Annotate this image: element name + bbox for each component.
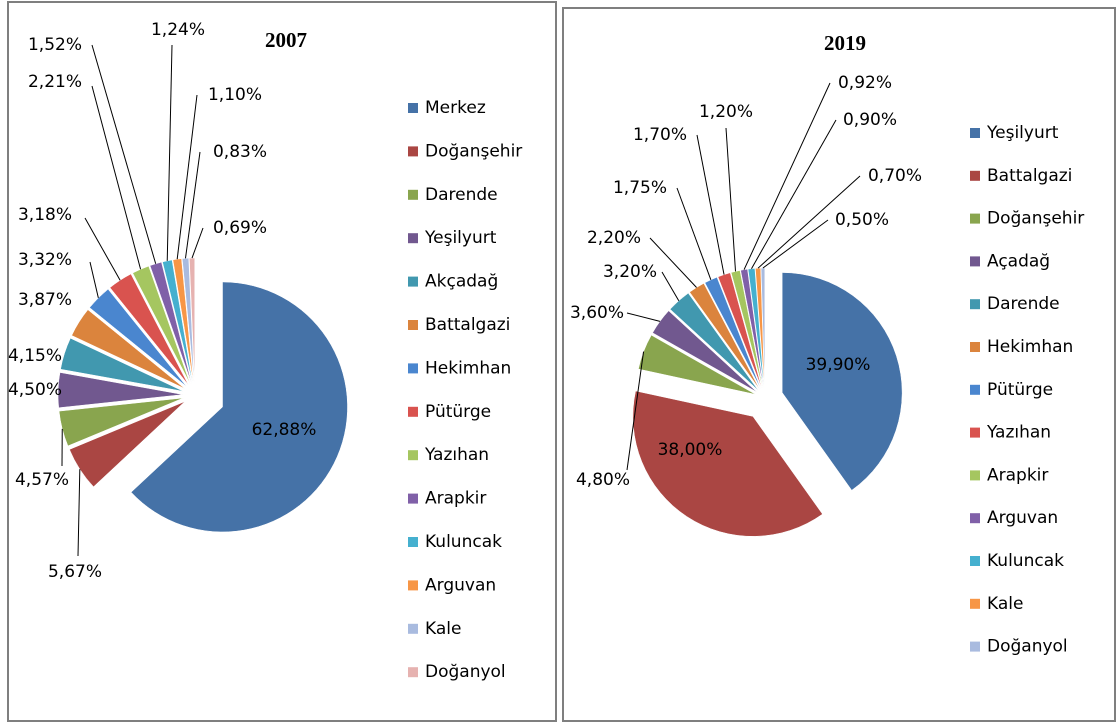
data-label: 0,50% — [835, 210, 889, 230]
legend-label: Yazıhan — [986, 423, 1051, 443]
legend-swatch — [408, 363, 418, 373]
data-label: 4,50% — [8, 380, 62, 400]
legend-swatch — [970, 171, 980, 181]
legend-label: Kale — [987, 594, 1023, 614]
legend-label: Doğanyol — [425, 662, 506, 682]
legend-label: Darende — [987, 294, 1060, 314]
legend-label: Battalgazi — [425, 315, 510, 335]
legend-swatch — [970, 214, 980, 224]
data-label: 3,87% — [18, 290, 72, 310]
data-label: 38,00% — [658, 440, 723, 460]
legend-swatch — [408, 494, 418, 504]
data-label: 0,70% — [868, 166, 922, 186]
legend-label: Doğanşehir — [987, 209, 1084, 229]
data-label: 39,90% — [806, 355, 871, 375]
legend-swatch — [970, 128, 980, 138]
legend-swatch — [408, 407, 418, 417]
legend-swatch — [970, 642, 980, 652]
data-label: 4,15% — [8, 346, 62, 366]
data-label: 3,20% — [603, 262, 657, 282]
data-label: 5,67% — [48, 562, 102, 582]
legend-label: Arguvan — [987, 508, 1058, 528]
legend-swatch — [970, 556, 980, 566]
legend-swatch — [408, 233, 418, 243]
data-label: 1,24% — [151, 20, 205, 40]
legend-label: Kuluncak — [987, 551, 1064, 571]
legend-swatch — [970, 470, 980, 480]
legend-label: Arguvan — [425, 575, 496, 595]
data-label: 2,21% — [28, 72, 82, 92]
legend-swatch — [970, 299, 980, 309]
legend-swatch — [408, 190, 418, 200]
legend-label: Arapkir — [987, 465, 1048, 485]
legend-swatch — [970, 256, 980, 266]
legend-label: Merkez — [425, 98, 486, 118]
legend-swatch — [970, 385, 980, 395]
data-label: 4,57% — [15, 470, 69, 490]
legend-label: Arapkir — [425, 489, 486, 509]
legend-swatch — [408, 580, 418, 590]
data-label: 2,20% — [587, 228, 641, 248]
legend-swatch — [408, 450, 418, 460]
legend-label: Yazıhan — [424, 445, 489, 465]
data-label: 3,32% — [18, 250, 72, 270]
data-label: 0,92% — [838, 73, 892, 93]
data-label: 1,70% — [633, 125, 687, 145]
legend-swatch — [408, 277, 418, 287]
legend-label: Battalgazi — [987, 166, 1072, 186]
chart-title: 2019 — [824, 31, 866, 55]
legend-label: Yeşilyurt — [986, 123, 1059, 143]
data-label: 3,60% — [570, 303, 624, 323]
legend-swatch — [408, 537, 418, 547]
chart-title: 2007 — [265, 28, 307, 52]
data-label: 0,83% — [213, 142, 267, 162]
legend-label: Yeşilyurt — [424, 228, 497, 248]
legend-swatch — [408, 103, 418, 113]
data-label: 3,18% — [18, 205, 72, 225]
legend-label: Pütürge — [425, 402, 491, 422]
legend-label: Darende — [425, 185, 498, 205]
data-label: 62,88% — [252, 420, 317, 440]
data-label: 0,90% — [843, 110, 897, 130]
legend-swatch — [408, 146, 418, 156]
legend-swatch — [970, 428, 980, 438]
data-label: 0,69% — [213, 218, 267, 238]
legend-label: Kuluncak — [425, 532, 502, 552]
legend-label: Doğanyol — [987, 637, 1068, 657]
data-label: 1,75% — [613, 178, 667, 198]
legend-swatch — [408, 667, 418, 677]
legend-swatch — [970, 599, 980, 609]
data-label: 1,10% — [208, 85, 262, 105]
legend-label: Kale — [425, 619, 461, 639]
data-label: 1,20% — [699, 102, 753, 122]
legend-label: Doğanşehir — [425, 141, 522, 161]
legend-swatch — [970, 513, 980, 523]
legend-label: Akçadağ — [425, 272, 498, 292]
data-label: 4,80% — [576, 470, 630, 490]
legend-label: Açadağ — [987, 251, 1050, 271]
data-label: 1,52% — [28, 35, 82, 55]
legend-label: Hekimhan — [987, 337, 1073, 357]
legend-swatch — [408, 624, 418, 634]
legend-label: Hekimhan — [425, 358, 511, 378]
legend-swatch — [970, 342, 980, 352]
legend-label: Pütürge — [987, 380, 1053, 400]
legend-swatch — [408, 320, 418, 330]
